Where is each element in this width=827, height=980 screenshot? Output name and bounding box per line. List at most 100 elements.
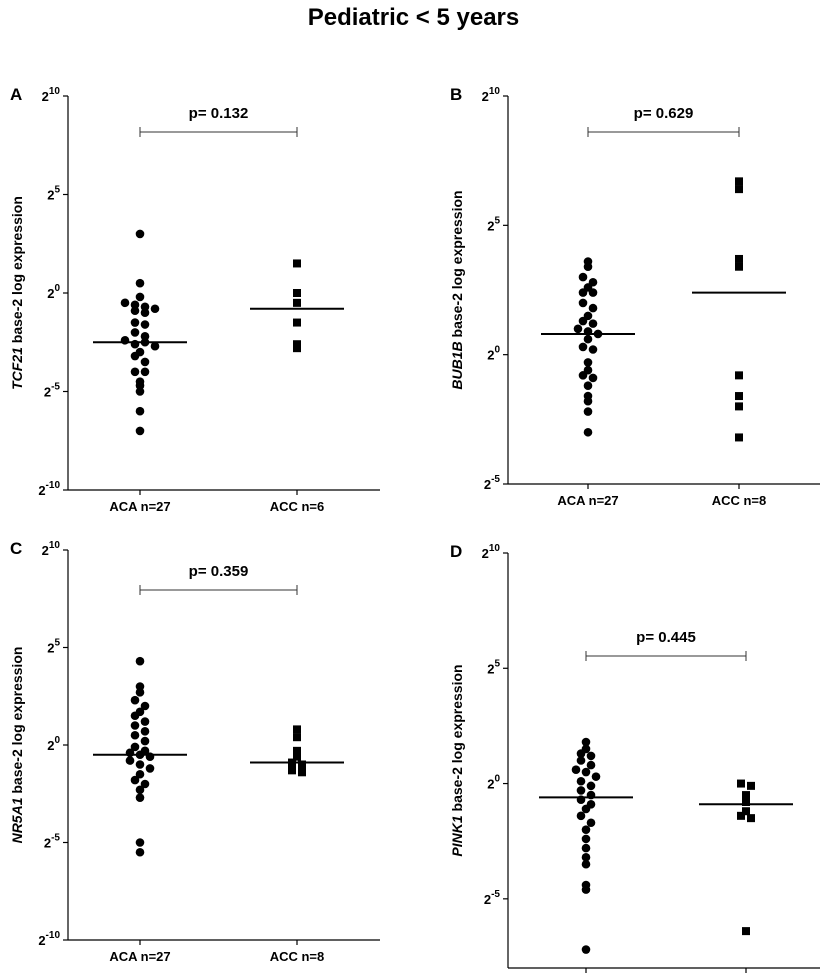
data-point <box>573 324 583 334</box>
data-point <box>581 737 591 747</box>
data-point <box>583 358 593 367</box>
data-point <box>135 426 145 436</box>
data-point <box>581 834 591 844</box>
data-point <box>135 838 145 847</box>
data-point <box>293 746 301 755</box>
y-tick-label: 2-10 <box>38 480 60 498</box>
p-value-label: p= 0.359 <box>189 563 249 580</box>
data-point <box>737 779 745 788</box>
data-point <box>135 381 145 390</box>
x-tick-label: ACA n=27 <box>557 493 618 508</box>
data-point <box>583 396 593 406</box>
x-tick-label: ACA n=27 <box>109 499 170 514</box>
data-point <box>578 316 588 326</box>
y-tick-label: 20 <box>47 735 60 753</box>
data-point <box>140 717 150 726</box>
data-point <box>742 807 750 816</box>
data-point <box>140 337 150 347</box>
data-point <box>747 781 755 790</box>
data-point <box>288 758 296 767</box>
data-point <box>735 392 743 401</box>
panel-letter: D <box>450 542 462 561</box>
data-point <box>576 749 586 758</box>
data-point <box>581 853 591 862</box>
data-point <box>735 402 743 411</box>
data-point <box>735 262 743 271</box>
data-point <box>581 885 591 894</box>
data-point <box>145 752 155 761</box>
data-point <box>120 298 130 308</box>
data-point <box>588 288 598 297</box>
data-point <box>583 427 593 437</box>
data-point <box>293 289 301 297</box>
data-point <box>140 308 150 318</box>
data-point <box>586 818 596 828</box>
data-point <box>593 329 603 339</box>
panel-d: D 210 25 20 2-5 PINK1 base-2 log expression AC… <box>449 542 820 980</box>
panel-a: A 210 25 20 2-5 2-10 TCF21 base-2 log expressi… <box>9 85 380 514</box>
y-tick-label: 20 <box>487 345 500 363</box>
data-point <box>293 344 301 353</box>
data-point <box>735 433 743 442</box>
data-point <box>140 357 150 367</box>
y-tick-label: 2-10 <box>38 930 60 948</box>
data-point <box>120 335 130 345</box>
data-point <box>293 318 301 327</box>
data-point <box>125 748 135 758</box>
data-point <box>130 367 140 377</box>
series-acc <box>250 259 344 353</box>
data-point <box>571 765 581 775</box>
y-axis-label: PINK1 base-2 log expression <box>449 664 465 856</box>
x-tick-label: ACC n=8 <box>719 977 774 980</box>
data-point <box>586 760 596 770</box>
series-aca <box>93 229 187 436</box>
data-point <box>578 298 588 308</box>
data-point <box>140 320 150 329</box>
data-point <box>135 406 145 416</box>
x-tick-label: ACC n=8 <box>712 493 767 508</box>
series-acc <box>692 177 786 442</box>
data-point <box>588 345 598 354</box>
data-point <box>135 760 145 769</box>
y-tick-label: 25 <box>487 215 500 233</box>
panel-letter: A <box>10 85 22 104</box>
data-point <box>583 327 593 336</box>
y-tick-label: 210 <box>42 86 61 104</box>
data-point <box>130 711 140 721</box>
y-axis-label: NR5A1 base-2 log expression <box>9 647 25 844</box>
data-point <box>130 300 140 310</box>
data-point <box>135 793 145 802</box>
data-point <box>747 814 755 823</box>
data-point <box>586 781 596 791</box>
data-point <box>130 351 140 361</box>
data-point <box>135 785 145 795</box>
data-point <box>135 292 145 302</box>
series-aca <box>539 737 633 954</box>
data-point <box>578 371 588 380</box>
data-point <box>130 742 140 752</box>
data-point <box>140 367 150 377</box>
data-point <box>742 798 750 806</box>
data-point <box>583 381 593 391</box>
data-point <box>735 254 743 263</box>
y-tick-label: 25 <box>487 658 500 676</box>
y-tick-label: 20 <box>487 774 500 792</box>
data-point <box>135 769 145 779</box>
data-point <box>735 177 743 186</box>
data-point <box>293 725 301 734</box>
x-tick-label: ACC n=6 <box>270 499 325 514</box>
x-tick-label: ACC n=8 <box>270 949 325 964</box>
p-value-label: p= 0.629 <box>634 105 694 122</box>
data-point <box>125 756 135 765</box>
data-point <box>742 927 750 936</box>
data-point <box>130 695 140 705</box>
y-tick-label: 210 <box>482 543 501 561</box>
data-point <box>735 185 743 194</box>
data-point <box>581 859 591 869</box>
data-point <box>135 688 145 697</box>
data-point <box>588 303 598 313</box>
data-point <box>140 727 150 736</box>
data-point <box>130 328 140 337</box>
data-point <box>135 750 145 760</box>
y-tick-label: 2-5 <box>484 474 501 492</box>
